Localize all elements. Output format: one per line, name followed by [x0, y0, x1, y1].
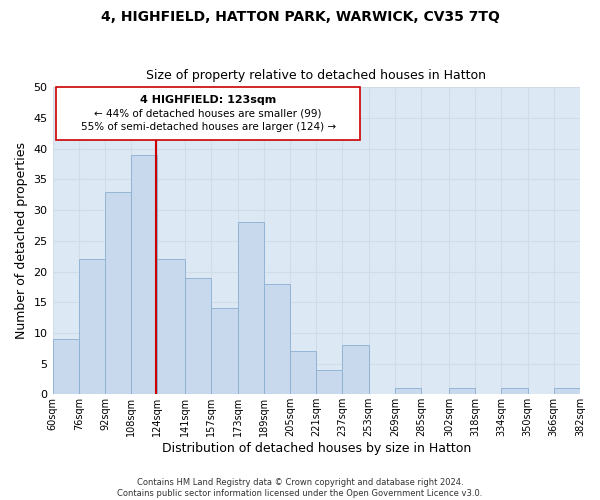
Bar	[53, 339, 79, 394]
X-axis label: Distribution of detached houses by size in Hatton: Distribution of detached houses by size …	[161, 442, 471, 455]
Bar	[105, 192, 131, 394]
Text: 4 HIGHFIELD: 123sqm: 4 HIGHFIELD: 123sqm	[140, 94, 276, 104]
Title: Size of property relative to detached houses in Hatton: Size of property relative to detached ho…	[146, 69, 486, 82]
Text: Contains HM Land Registry data © Crown copyright and database right 2024.
Contai: Contains HM Land Registry data © Crown c…	[118, 478, 482, 498]
Text: 55% of semi-detached houses are larger (124) →: 55% of semi-detached houses are larger (…	[80, 122, 336, 132]
FancyBboxPatch shape	[56, 88, 361, 140]
Bar	[554, 388, 580, 394]
Bar	[290, 352, 316, 395]
Bar	[157, 259, 185, 394]
Bar	[316, 370, 343, 394]
Bar	[502, 388, 527, 394]
Bar	[185, 278, 211, 394]
Bar	[264, 284, 290, 395]
Text: 4, HIGHFIELD, HATTON PARK, WARWICK, CV35 7TQ: 4, HIGHFIELD, HATTON PARK, WARWICK, CV35…	[101, 10, 499, 24]
Bar	[343, 345, 368, 395]
Bar	[395, 388, 421, 394]
Bar	[211, 308, 238, 394]
Y-axis label: Number of detached properties: Number of detached properties	[15, 142, 28, 340]
Bar	[131, 155, 157, 394]
Bar	[238, 222, 264, 394]
Bar	[449, 388, 475, 394]
Bar	[79, 259, 105, 394]
Text: ← 44% of detached houses are smaller (99): ← 44% of detached houses are smaller (99…	[94, 109, 322, 119]
